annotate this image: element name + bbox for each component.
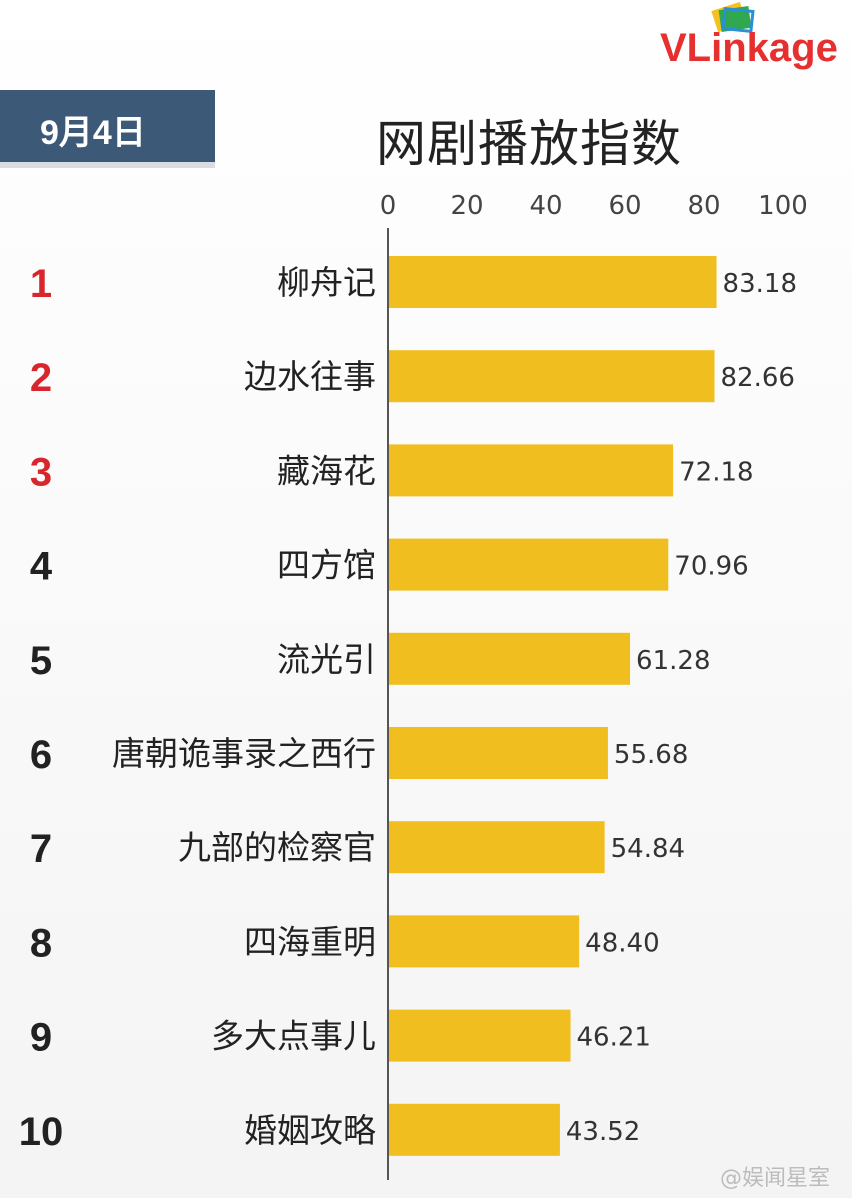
rank-number: 7: [30, 827, 52, 871]
rank-number: 9: [30, 1016, 52, 1060]
category-label: 边水往事: [244, 357, 376, 396]
category-label: 唐朝诡事录之西行: [112, 734, 376, 773]
stacked-cards-icon: [711, 1, 755, 34]
category-label: 四海重明: [244, 922, 376, 961]
value-label: 83.18: [723, 269, 797, 299]
value-label: 70.96: [674, 552, 748, 582]
rank-number: 5: [30, 639, 52, 683]
category-label: 藏海花: [277, 451, 376, 490]
watermark: @娱闻星室: [720, 1166, 831, 1191]
logo-text: VLinkage: [660, 26, 838, 70]
date-badge: 9月4日: [0, 90, 215, 168]
rank-number: 6: [30, 733, 52, 777]
category-label: 四方馆: [277, 546, 376, 585]
value-label: 55.68: [614, 740, 688, 770]
bar: [389, 915, 580, 968]
bar: [389, 350, 715, 403]
bar: [389, 632, 631, 685]
rank-number: 1: [30, 262, 52, 306]
chart-title: 网剧播放指数: [376, 115, 682, 173]
x-tick-label: 0: [380, 191, 397, 221]
value-label: 72.18: [679, 457, 753, 487]
category-label: 婚姻攻略: [244, 1111, 376, 1150]
bar: [389, 821, 605, 874]
rank-number: 2: [30, 356, 52, 400]
rank-number: 4: [30, 545, 53, 589]
value-label: 82.66: [721, 363, 795, 393]
value-label: 54.84: [611, 834, 685, 864]
bar: [389, 444, 674, 497]
bar: [389, 1009, 571, 1062]
rank-number: 3: [30, 450, 52, 494]
bar: [389, 256, 717, 308]
bar: [389, 727, 608, 779]
x-tick-label: 40: [529, 191, 562, 221]
date-text: 9月4日: [40, 114, 146, 152]
x-tick-label: 100: [758, 191, 808, 221]
value-label: 48.40: [585, 928, 659, 958]
category-label: 柳舟记: [277, 263, 376, 302]
rank-number: 10: [19, 1110, 64, 1154]
category-label: 九部的检察官: [178, 828, 376, 867]
bar: [389, 1103, 560, 1156]
value-label: 46.21: [577, 1023, 651, 1053]
value-label: 43.52: [566, 1117, 640, 1147]
rank-number: 8: [30, 921, 52, 965]
x-tick-label: 80: [687, 191, 720, 221]
bar: [389, 538, 669, 591]
value-label: 61.28: [636, 646, 710, 676]
brand-logo: VLinkage: [660, 0, 852, 75]
x-tick-label: 60: [608, 191, 641, 221]
x-tick-label: 20: [450, 191, 483, 221]
category-label: 多大点事儿: [211, 1017, 376, 1056]
category-label: 流光引: [277, 640, 376, 679]
